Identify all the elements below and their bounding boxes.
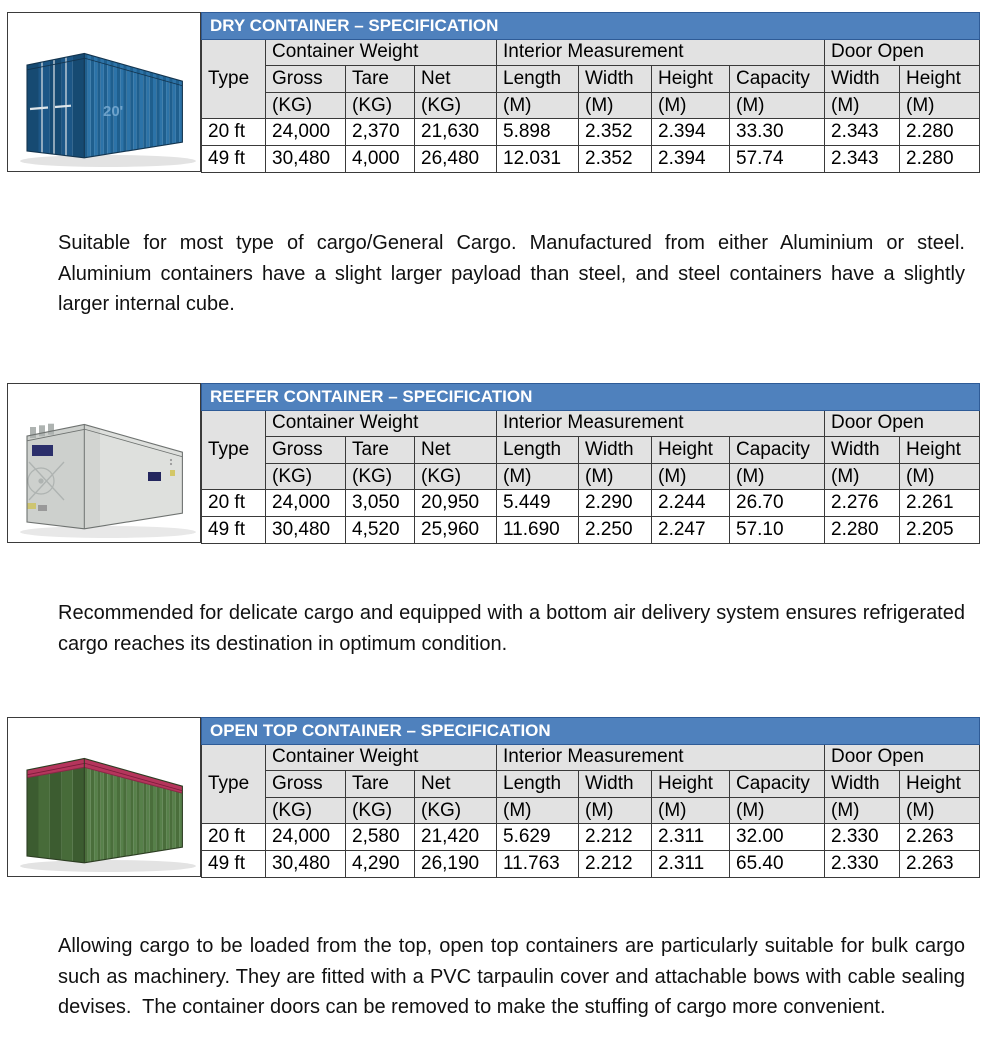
svg-text:20': 20' [103, 103, 123, 120]
